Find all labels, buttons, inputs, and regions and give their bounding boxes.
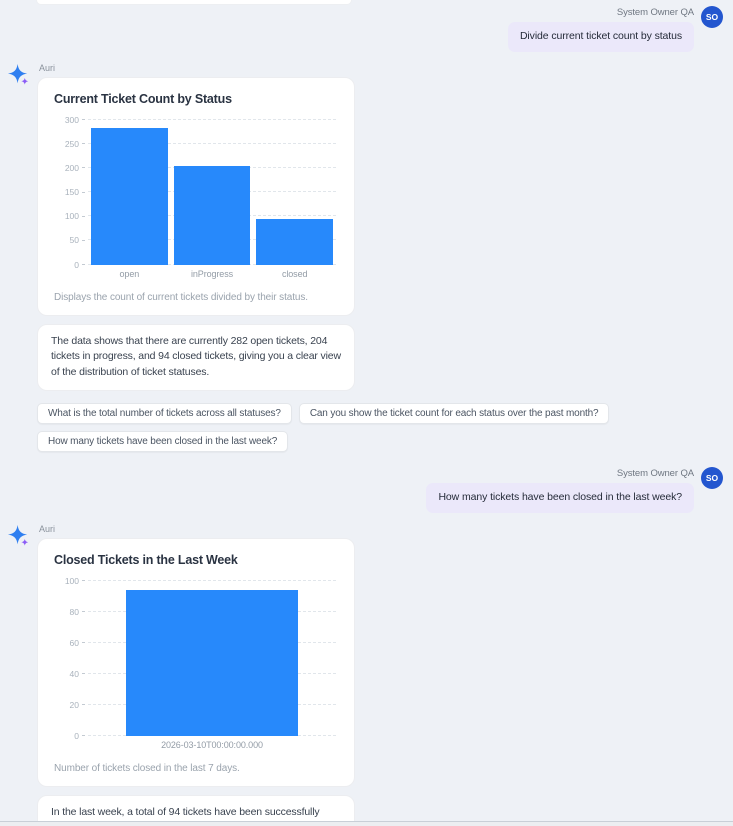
y-axis-tick-label: 40 bbox=[57, 669, 88, 679]
assistant-name-label: Auri bbox=[39, 62, 56, 73]
bar-chart: 0 50 100 150 200 250 300 open inProgress closed bbox=[65, 115, 336, 279]
bottom-divider bbox=[0, 821, 733, 826]
user-message-group-1: System Owner QA Divide current ticket co… bbox=[0, 0, 733, 52]
y-axis-tick-label: 0 bbox=[57, 260, 88, 270]
bars-container bbox=[88, 581, 336, 736]
chart-card-closed-tickets: Closed Tickets in the Last Week 0 20 40 60 8… bbox=[37, 537, 355, 787]
user-name-label: System Owner QA bbox=[616, 467, 694, 479]
suggestion-chip[interactable]: Can you show the ticket count for each s… bbox=[298, 402, 610, 424]
bar[interactable] bbox=[126, 589, 298, 736]
y-axis-tick-label: 200 bbox=[57, 163, 88, 173]
assistant-group-1: Auri Current Ticket Count by Status 0 50 1… bbox=[0, 62, 733, 452]
suggestion-chip[interactable]: What is the total number of tickets acro… bbox=[37, 402, 292, 424]
y-axis-tick-label: 150 bbox=[57, 187, 88, 197]
y-axis-tick-label: 250 bbox=[57, 139, 88, 149]
chart-caption: Number of tickets closed in the last 7 d… bbox=[54, 762, 240, 774]
chart-title: Current Ticket Count by Status bbox=[54, 91, 232, 106]
y-axis-tick-label: 0 bbox=[57, 731, 88, 741]
bar-chart: 0 20 40 60 80 100 2026-03-10T00:00:00.000 bbox=[65, 576, 336, 750]
y-axis-tick-label: 60 bbox=[57, 638, 88, 648]
y-axis-tick-label: 20 bbox=[57, 700, 88, 710]
y-axis-tick-label: 100 bbox=[57, 211, 88, 221]
x-axis-tick-label: open bbox=[119, 268, 140, 279]
assistant-col: Auri Closed Tickets in the Last Week 0 20… bbox=[37, 523, 565, 826]
user-message-bubble: Divide current ticket count by status bbox=[507, 22, 694, 52]
suggestion-chip[interactable]: How many tickets have been closed in the… bbox=[37, 430, 289, 452]
assistant-name-label: Auri bbox=[39, 523, 56, 534]
chart-caption: Displays the count of current tickets di… bbox=[54, 291, 308, 303]
bar[interactable] bbox=[90, 128, 168, 265]
x-axis-tick-label: closed bbox=[281, 268, 308, 279]
user-message-bubble: How many tickets have been closed in the… bbox=[426, 482, 694, 513]
assistant-group-2: Auri Closed Tickets in the Last Week 0 20… bbox=[0, 523, 733, 826]
y-axis-tick-label: 100 bbox=[57, 576, 88, 586]
user-message-col: System Owner QA Divide current ticket co… bbox=[507, 3, 694, 52]
user-message-group-2: System Owner QA How many tickets have be… bbox=[0, 464, 733, 513]
user-message-col: System Owner QA How many tickets have be… bbox=[426, 464, 694, 513]
chart-card-current-ticket-count: Current Ticket Count by Status 0 50 100 150… bbox=[37, 76, 355, 316]
x-axis-tick-label: inProgress bbox=[190, 268, 234, 279]
bars-container bbox=[88, 120, 336, 265]
y-axis-tick-label: 300 bbox=[57, 115, 88, 125]
suggestion-chips-1: What is the total number of tickets acro… bbox=[37, 402, 697, 452]
gridline bbox=[88, 142, 336, 144]
x-axis-tick-label: 2026-03-10T00:00:00.000 bbox=[161, 739, 263, 750]
auri-sparkle-icon bbox=[7, 523, 32, 554]
y-axis-tick-label: 80 bbox=[57, 607, 88, 617]
gridline bbox=[88, 579, 336, 581]
user-avatar: SO bbox=[701, 6, 723, 28]
assistant-col: Auri Current Ticket Count by Status 0 50 1… bbox=[37, 62, 697, 452]
chart-title: Closed Tickets in the Last Week bbox=[54, 552, 238, 567]
bar[interactable] bbox=[173, 166, 251, 265]
assistant-answer-1: The data shows that there are currently … bbox=[37, 323, 355, 391]
y-axis-tick-label: 50 bbox=[57, 235, 88, 245]
bar[interactable] bbox=[256, 219, 334, 265]
user-name-label: System Owner QA bbox=[616, 7, 694, 18]
auri-sparkle-icon bbox=[7, 62, 32, 93]
previous-card-edge bbox=[36, 0, 352, 5]
gridline bbox=[88, 118, 336, 120]
user-avatar: SO bbox=[701, 466, 723, 489]
